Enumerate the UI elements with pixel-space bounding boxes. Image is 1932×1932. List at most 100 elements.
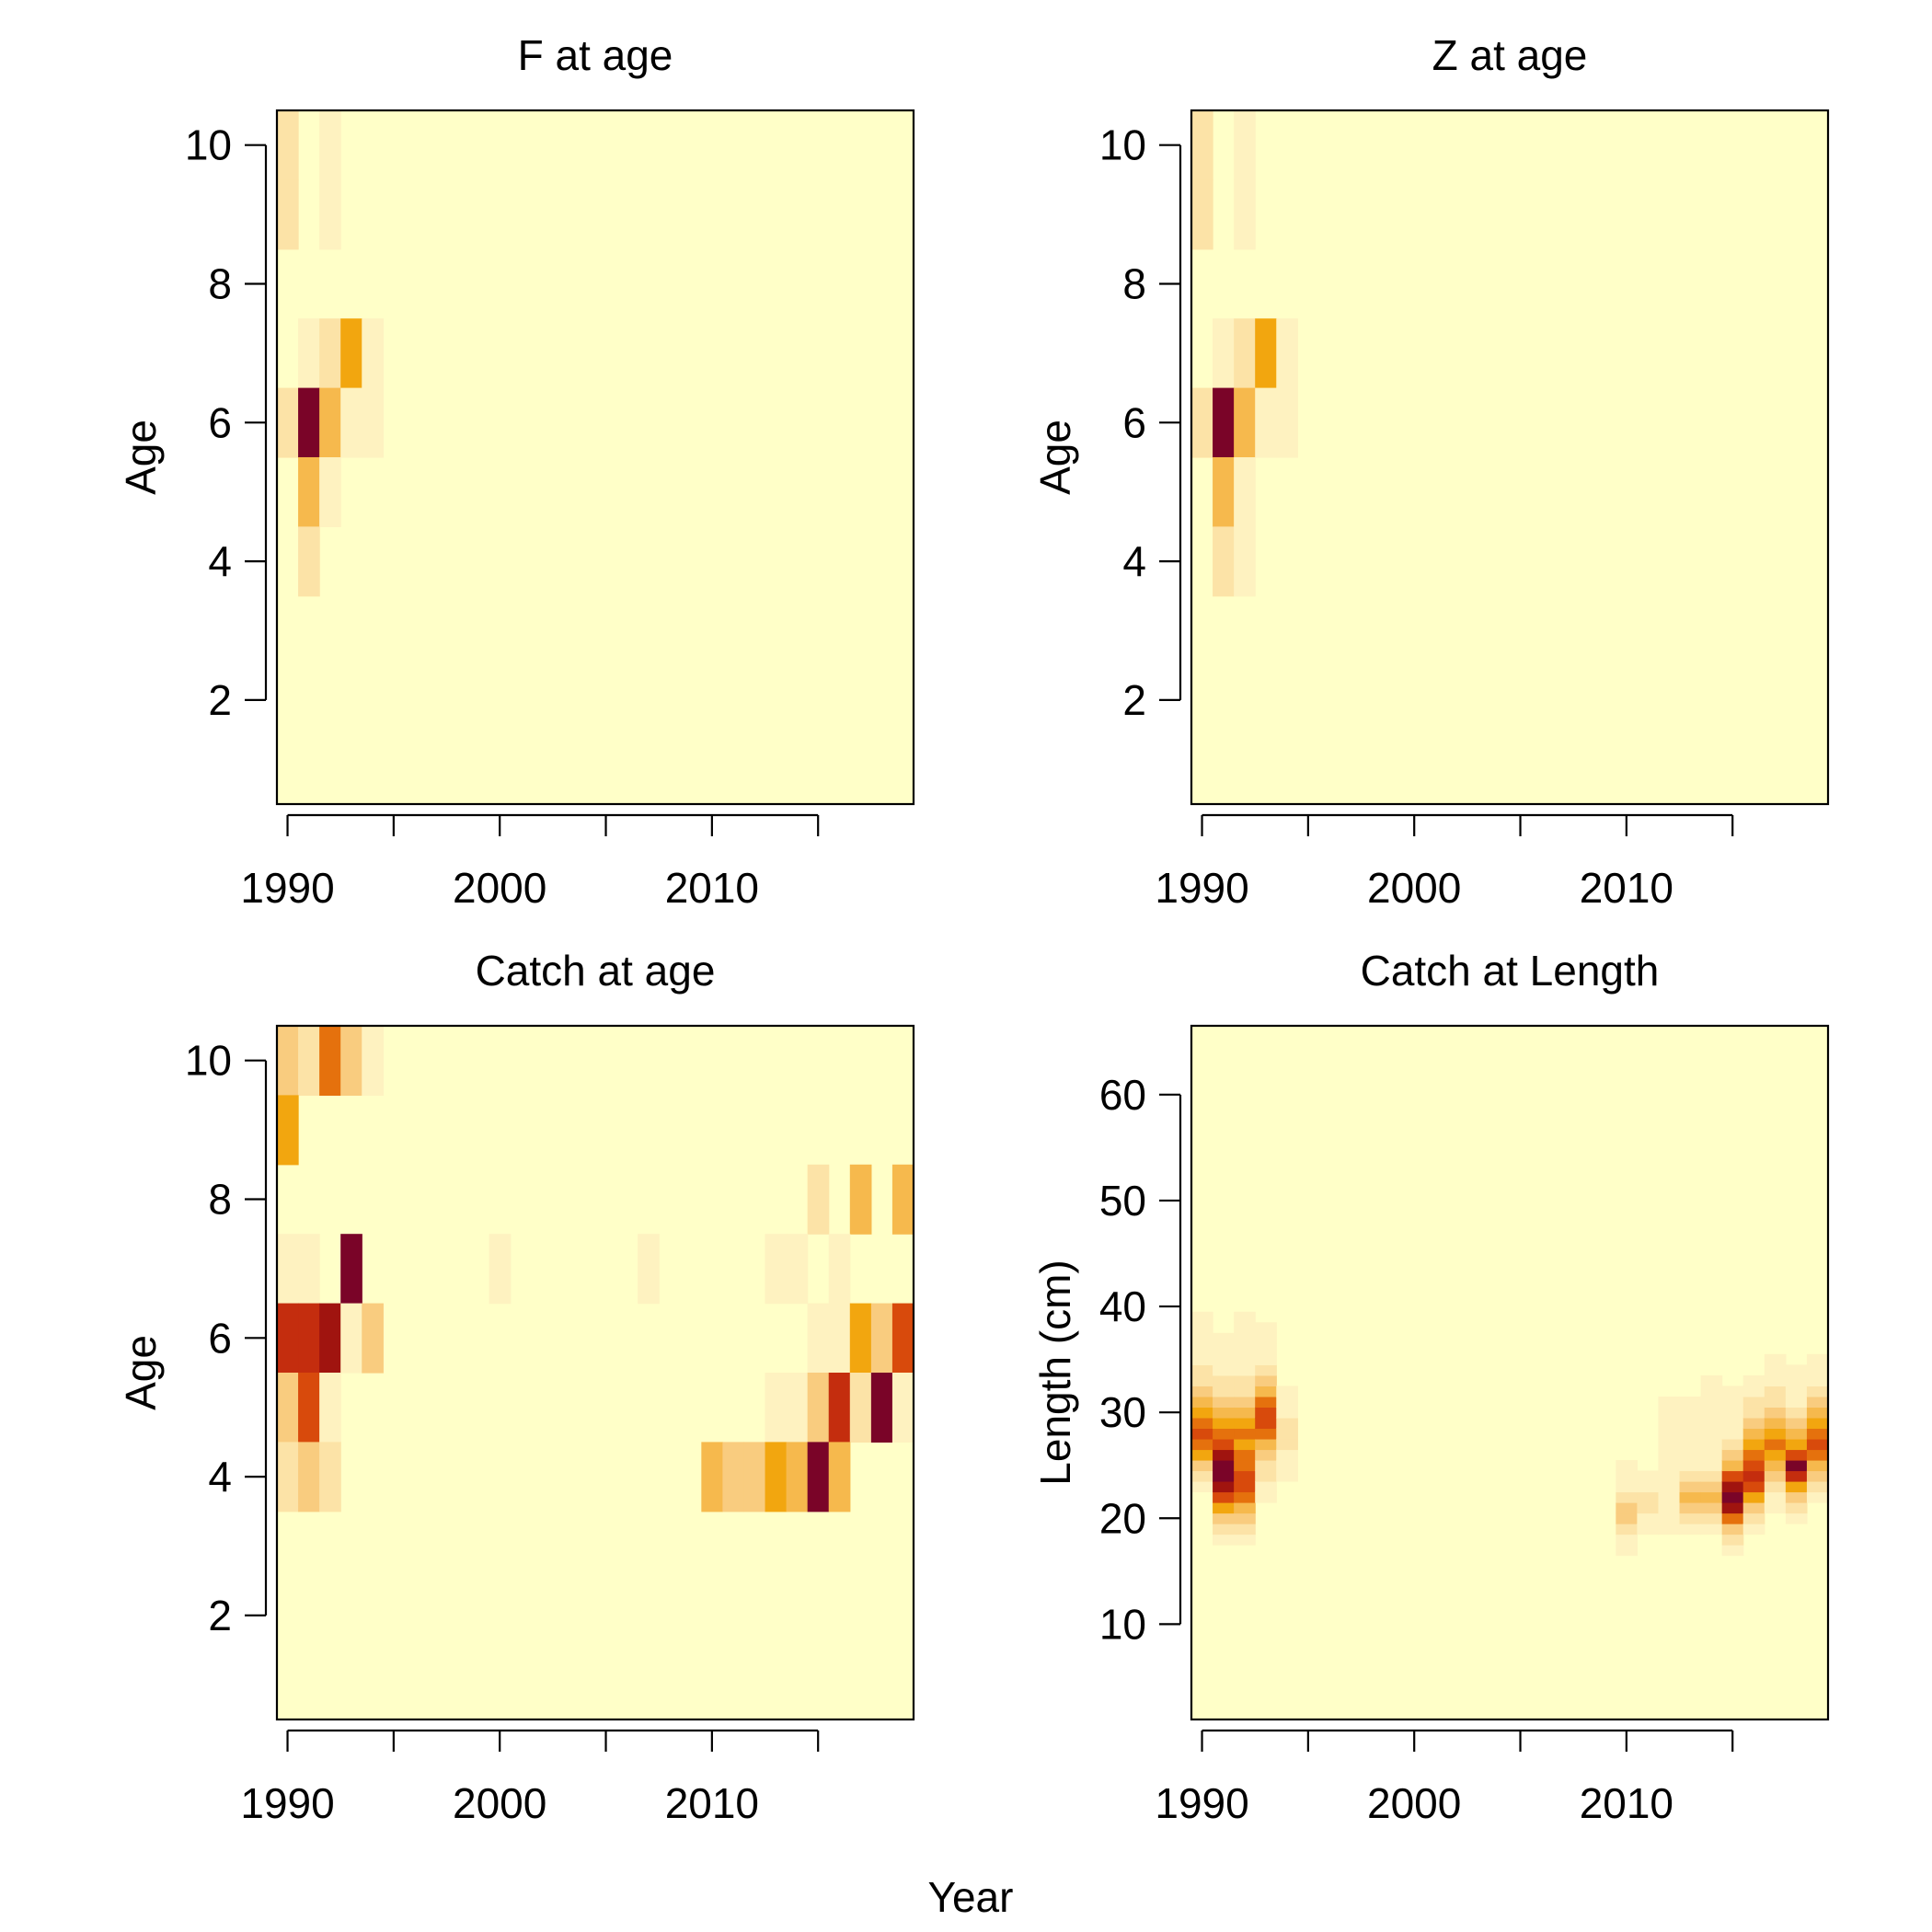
x-tick-label: 2000 (1367, 1779, 1461, 1827)
heatmap-cell (1764, 1353, 1787, 1365)
heatmap-cell (1191, 1428, 1213, 1440)
heatmap-cell (1785, 1386, 1808, 1397)
heatmap-cell (1785, 1438, 1808, 1451)
heatmap-cell (1276, 1459, 1298, 1472)
heatmap-cell (1276, 1396, 1298, 1409)
y-axis-label: Age (1031, 420, 1079, 495)
heatmap-cell (1721, 1512, 1744, 1524)
y-tick-label: 4 (1122, 537, 1146, 585)
heatmap-cell (1785, 1480, 1808, 1493)
heatmap-cell (1191, 1407, 1213, 1419)
heatmap-cell (319, 1026, 341, 1096)
heatmap-cell (319, 387, 341, 458)
heatmap-cell (1276, 1417, 1298, 1430)
y-tick-label: 2 (208, 676, 232, 724)
y-axis-label: Length (cm) (1031, 1259, 1079, 1485)
heatmap-cell (1764, 1386, 1787, 1397)
heatmap-cell (1191, 1353, 1213, 1365)
heatmap-cell (1721, 1417, 1744, 1430)
y-tick-label: 60 (1099, 1071, 1146, 1119)
heatmap-cell (1213, 1449, 1235, 1461)
heatmap-cell (277, 1095, 299, 1166)
heatmap-cell (1721, 1534, 1744, 1546)
heatmap-cell (1721, 1407, 1744, 1419)
heatmap-background (1191, 1026, 1828, 1719)
heatmap-cell (340, 1234, 362, 1305)
plot-frame (1190, 1024, 1830, 1721)
heatmap-cell (1276, 1386, 1298, 1397)
heatmap-cell (1191, 179, 1213, 250)
x-tick-label: 1990 (1155, 1779, 1248, 1827)
heatmap-cells (277, 110, 914, 804)
heatmap-cell (1658, 1449, 1681, 1461)
heatmap-cell (1276, 1438, 1298, 1451)
heatmap-cell (1255, 318, 1277, 389)
heatmap-cell (1191, 1343, 1213, 1355)
heatmap-cell (1679, 1470, 1702, 1482)
heatmap-cell (1721, 1470, 1744, 1482)
x-tick-label: 1990 (240, 864, 334, 912)
heatmap-cell (1721, 1449, 1744, 1461)
heatmap-cell (1721, 1480, 1744, 1493)
heatmap-cell (1191, 1332, 1213, 1344)
heatmap-cell (1255, 1343, 1277, 1355)
x-axis-label: Year (928, 1873, 1014, 1921)
heatmap-cell (1700, 1480, 1723, 1493)
heatmap-cell (1658, 1459, 1681, 1472)
heatmap-cell (1785, 1470, 1808, 1482)
heatmap-cell (1255, 1428, 1277, 1440)
heatmap-cell (1679, 1524, 1702, 1535)
heatmap-cell (891, 1373, 914, 1443)
y-tick-label: 30 (1099, 1388, 1146, 1436)
heatmap-cell (1742, 1480, 1765, 1493)
heatmap-cell (1255, 1364, 1277, 1376)
heatmap-cell (786, 1442, 809, 1512)
heatmap-cell (1785, 1512, 1808, 1524)
heatmap-cell (786, 1373, 809, 1443)
heatmap-cell (807, 1303, 830, 1374)
heatmap-cell (1234, 318, 1256, 389)
heatmap-cell (1234, 1374, 1256, 1386)
heatmap-cell (1764, 1417, 1787, 1430)
heatmap-cell (891, 1303, 914, 1374)
heatmap-cell (319, 318, 341, 389)
heatmap-cell (1234, 1480, 1256, 1493)
heatmap-cell (1213, 318, 1235, 389)
heatmap-cell (1191, 1449, 1213, 1461)
heatmap-cell (1234, 1428, 1256, 1440)
heatmap-cell (1213, 1459, 1235, 1472)
heatmap-cell (1806, 1374, 1829, 1386)
heatmap-cell (743, 1442, 766, 1512)
heatmap-cell (1255, 1417, 1277, 1430)
y-tick-label: 10 (185, 121, 232, 169)
heatmap-cell (1700, 1428, 1723, 1440)
heatmap-cell (298, 1373, 320, 1443)
y-tick-label: 50 (1099, 1177, 1146, 1225)
heatmap-cell (298, 457, 320, 527)
heatmap-cell (1213, 1386, 1235, 1397)
heatmap-cell (1806, 1396, 1829, 1409)
heatmap-cell (1742, 1386, 1765, 1397)
heatmap-cell (1700, 1512, 1723, 1524)
heatmap-cell (1191, 387, 1213, 458)
heatmap-cell (1234, 110, 1256, 180)
heatmap-cell (849, 1303, 872, 1374)
heatmap-cell (1191, 1311, 1213, 1323)
heatmap-cell (1700, 1407, 1723, 1419)
heatmap-cell (1785, 1428, 1808, 1440)
heatmap-cell (1213, 1524, 1235, 1535)
heatmap-cell (1213, 1417, 1235, 1430)
heatmap-cell (1191, 1364, 1213, 1376)
heatmap-cell (1658, 1502, 1681, 1514)
heatmap-cell (1679, 1396, 1702, 1409)
heatmap-cell (319, 1303, 341, 1374)
heatmap-cell (1213, 1374, 1235, 1386)
heatmap-cell (1806, 1470, 1829, 1482)
heatmap-cell (807, 1164, 830, 1235)
plot-frame (275, 1024, 915, 1721)
heatmap-cell (1742, 1449, 1765, 1461)
heatmap-cell (1700, 1524, 1723, 1535)
axes: 1990 2000 2010 2 4 6 8 10 (185, 1037, 820, 1827)
heatmap-cell (1616, 1502, 1638, 1514)
heatmap-cell (1213, 1534, 1235, 1546)
